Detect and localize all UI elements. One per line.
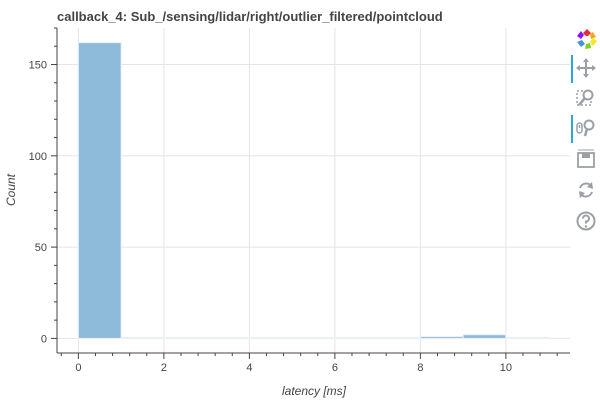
wheel-zoom-icon (576, 119, 595, 137)
chart-title: callback_4: Sub_/sensing/lidar/right/out… (57, 9, 443, 24)
histogram-bar (120, 337, 165, 339)
bokeh-logo[interactable] (571, 24, 600, 52)
y-tick-label: 50 (35, 242, 47, 254)
histogram-bar (77, 42, 122, 339)
histogram-bar (163, 337, 208, 339)
y-tick-label: 100 (29, 151, 47, 163)
histogram-bar (291, 337, 336, 339)
box-zoom-icon (576, 89, 594, 106)
reset-tool-button[interactable] (571, 176, 600, 204)
help-tool-button[interactable] (571, 207, 600, 235)
histogram-bar (419, 336, 464, 339)
y-tick-label: 0 (41, 333, 47, 345)
x-tick-label: 10 (500, 362, 512, 374)
pan-tool-button[interactable] (571, 54, 600, 83)
histogram-bars (77, 42, 550, 339)
histogram-bar (462, 334, 507, 339)
pan-icon (576, 58, 596, 78)
x-tick-label: 8 (417, 362, 423, 374)
x-tick-label: 4 (246, 362, 252, 374)
histogram-bar (505, 337, 550, 339)
x-tick-label: 2 (161, 362, 167, 374)
y-axis-label: Count (4, 173, 18, 206)
histogram-bar (377, 337, 421, 339)
wheel-zoom-tool-button[interactable] (571, 114, 600, 143)
histogram-bar (206, 337, 250, 339)
box-zoom-tool-button[interactable] (571, 84, 600, 112)
save-icon (577, 149, 595, 168)
y-tick-label: 150 (29, 60, 47, 72)
help-icon (576, 211, 596, 231)
bokeh-logo-icon (577, 29, 597, 49)
x-axis-label: latency [ms] (282, 384, 347, 398)
plot-toolbar (571, 24, 600, 244)
save-tool-button[interactable] (571, 145, 600, 173)
histogram-bar (334, 337, 379, 339)
plot-area (57, 28, 570, 353)
x-tick-label: 0 (75, 362, 81, 374)
x-tick-label: 6 (332, 362, 338, 374)
histogram-bar (248, 337, 293, 339)
reset-icon (579, 182, 593, 198)
